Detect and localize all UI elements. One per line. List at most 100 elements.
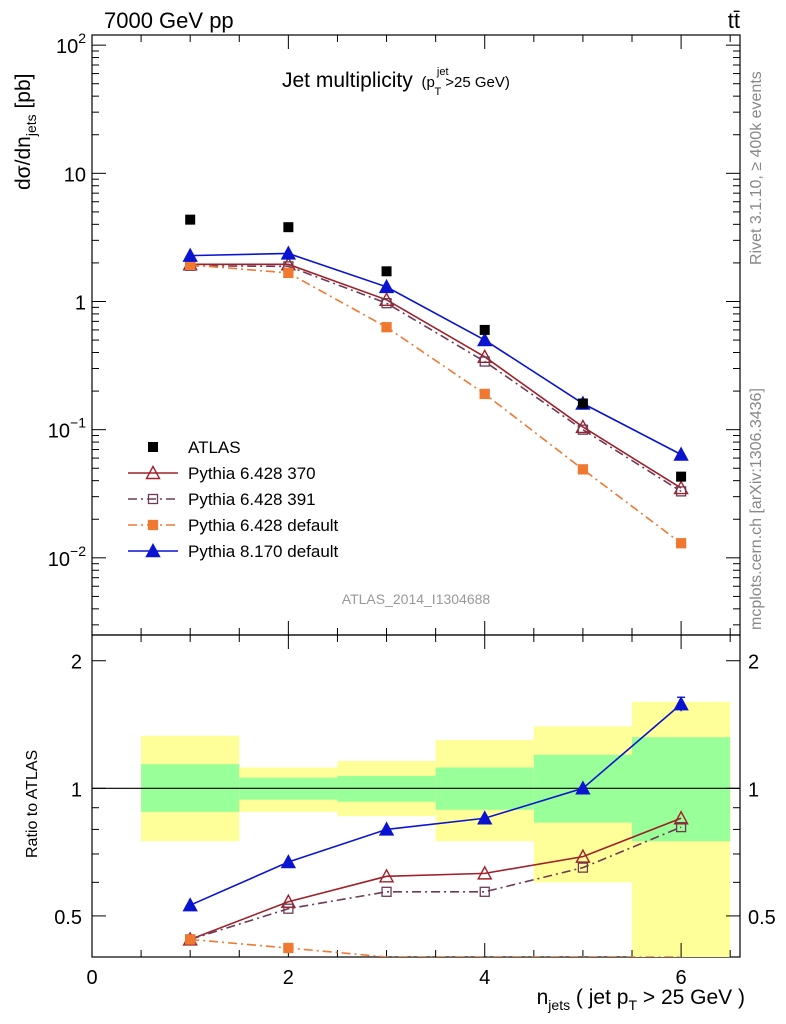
x-tick-label: 6 [676,967,687,989]
chart-title-sub: (p [422,74,435,91]
series-point-ratio [280,893,297,908]
series-point-ratio [673,810,689,825]
series-point-top [477,348,493,364]
y-tick-label: 10−2 [48,543,86,571]
series-point-ratio [283,903,294,914]
series-point-top [381,298,392,309]
y-tick-label-right: 0.5 [748,907,776,929]
series-line-ratio [189,703,682,906]
legend-marker-atlas [148,442,158,452]
series-point-top [479,388,490,400]
mcplots-reference-text: mcplots.cern.ch [arXiv:1306.3436] [748,388,765,630]
chart-title-main: Jet multiplicity [282,69,413,92]
series-point-ratio [575,780,591,795]
series-line-ratio [189,826,682,941]
y-tick-label: 10−1 [48,415,86,443]
atlas-data-point [185,214,196,225]
series-line-ratio [189,817,682,941]
x-tick-label: 0 [86,967,97,989]
series-point-ratio [477,810,493,825]
legend-label: Pythia 6.428 default [188,516,339,535]
series-lines [189,252,682,957]
series-line-top [190,263,682,489]
series-point-ratio [477,865,493,880]
series-point-top [479,356,490,367]
series-point-top [675,538,687,549]
chart-title-sub-sup: jet [436,66,449,78]
series-markers [182,214,689,954]
y-tick-label-right: 1 [748,779,759,801]
atlas-data-point [676,471,687,482]
legend-marker [147,493,159,505]
x-axis-label-main: n [537,986,549,1009]
series-point-ratio [575,848,591,863]
band-inner [632,737,731,842]
series-point-top [182,247,198,262]
y-tick-label: 2 [71,652,82,674]
x-axis-label-mid-sub: T [628,997,637,1013]
legend: ATLAS Pythia 6.428 370 Pythia 6.428 391 Pyt… [128,438,339,561]
atlas-data-point [283,222,294,233]
series-point-top [381,322,392,333]
x-axis-label-tail: > 25 GeV ) [637,986,745,1009]
series-point-top [283,267,294,279]
legend-label: Pythia 6.428 391 [188,490,316,509]
series-point-top [673,480,689,495]
header-right: tt̄ [728,8,740,33]
series-point-ratio [381,886,392,897]
chart-title: Jet multiplicity (pjet T>25 GeV) [282,66,510,98]
y-axis-label-top-tail: [pb] [12,73,35,114]
series-point-ratio [378,821,395,836]
legend-marker [147,519,159,531]
atlas-data-point [577,398,588,409]
legend-label: Pythia 6.428 370 [188,464,316,483]
y-tick-label: 0.5 [54,907,82,929]
series-point-ratio [185,934,196,945]
series-line-top [190,252,682,456]
legend-label: Pythia 8.170 default [188,542,339,561]
series-point-top [577,464,589,475]
x-tick-label: 4 [479,967,490,989]
series-point-ratio [675,821,687,833]
series-point-top [378,278,395,294]
y-tick-label-right: 2 [748,652,759,674]
series-point-top [477,332,493,347]
x-axis-label-mid: ( jet p [570,986,628,1009]
series-point-ratio [378,868,395,883]
y-axis-label-top-sub: jets [23,114,39,137]
chart-title-sub-tail: >25 GeV) [445,74,510,91]
series-point-top [577,424,589,435]
y-tick-label: 1 [75,292,86,314]
axis-ticks: 0 2 4 6 10−2 10−1 1 10 102 0.5 0.5 1 1 2 2 [48,30,776,989]
y-tick-label: 1 [71,779,82,801]
bottom-panel-frame [91,634,741,958]
x-axis-label-sub: jets [547,997,570,1013]
series-line-top [190,264,682,544]
series-point-ratio [280,854,297,869]
chart-title-sub-sub: T [435,86,442,98]
series-point-top [280,245,297,260]
series-point-ratio [182,897,198,912]
legend-marker [145,543,161,558]
series-point-top [378,291,395,307]
uncertainty-bands [141,701,731,957]
header-left: 7000 GeV pp [104,8,234,33]
series-point-ratio [479,886,490,897]
y-axis-label-top: dσ/dnjets [pb] [12,73,39,190]
y-tick-label: 10 [64,164,86,186]
legend-label: ATLAS [188,438,241,457]
series-point-ratio [283,942,294,954]
series-point-ratio [577,862,589,873]
y-tick-label: 102 [56,30,86,58]
rivet-version-text: Rivet 3.1.10, ≥ 400k events [748,71,765,265]
atlas-data-point [479,324,490,335]
analysis-watermark: ATLAS_2014_I1304688 [342,591,491,607]
series-line-top [190,264,682,493]
atlas-data-point [381,266,392,277]
y-axis-label-bottom: Ratio to ATLAS [24,750,41,858]
series-point-top [575,418,591,434]
series-line-ratio [190,938,682,957]
x-axis-label: njets ( jet pT > 25 GeV ) [537,986,745,1013]
series-point-top [673,446,689,461]
